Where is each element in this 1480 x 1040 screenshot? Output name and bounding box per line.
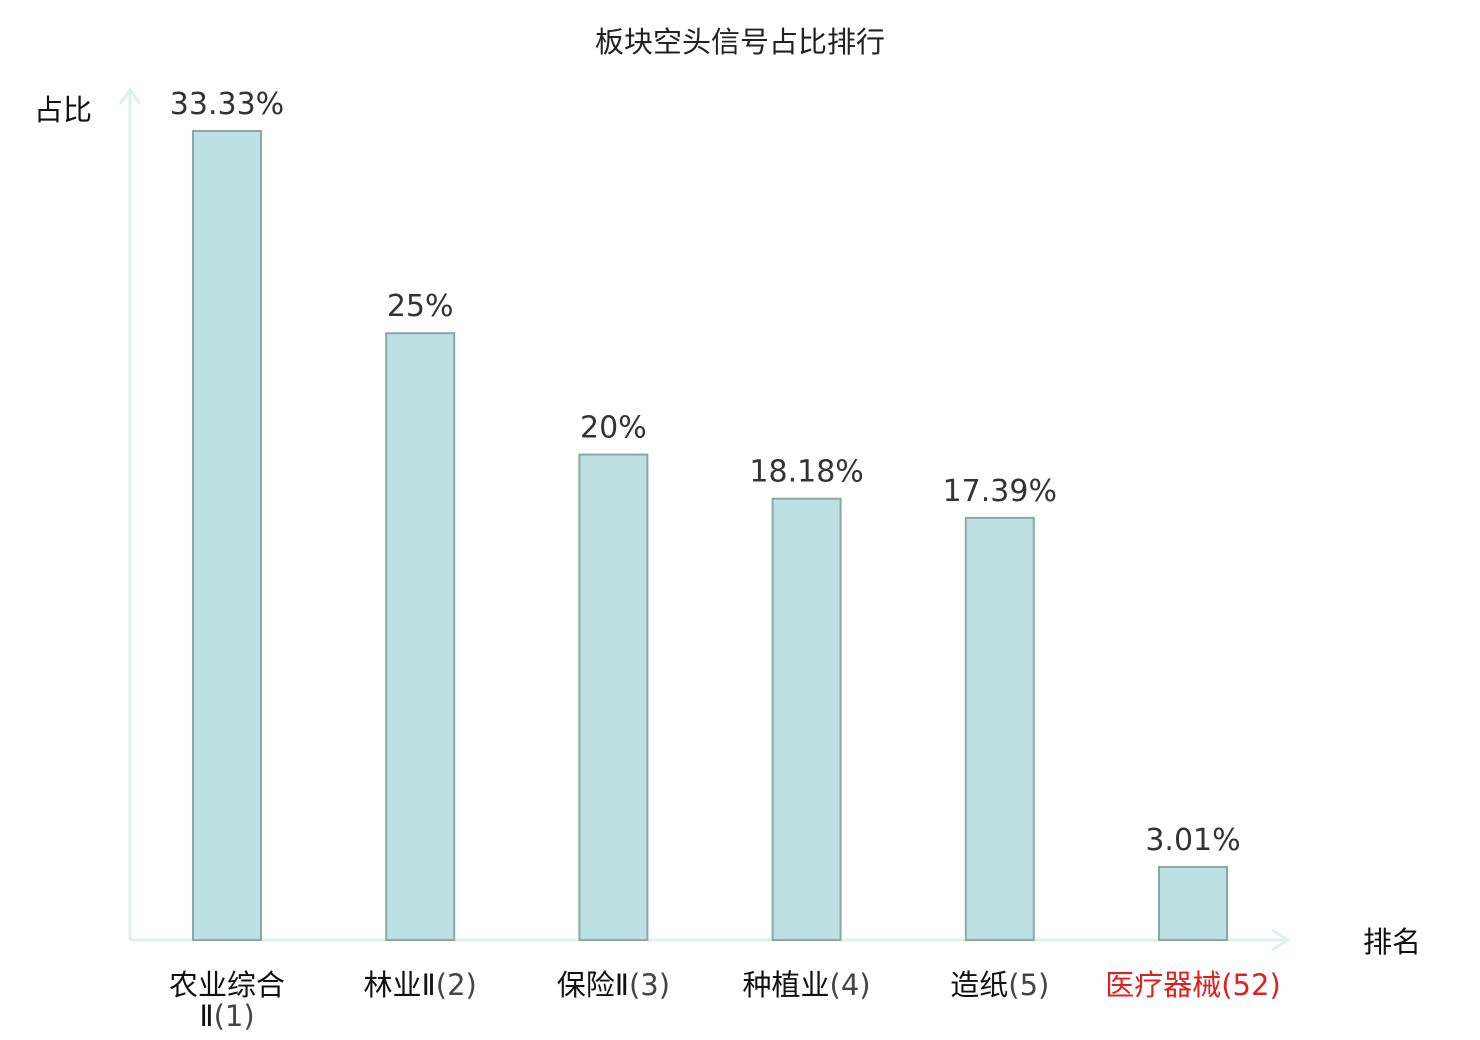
value-label-3: 18.18% xyxy=(749,455,863,490)
category-suffix-0: Ⅱ xyxy=(199,999,213,1033)
x-axis-arrow xyxy=(1271,928,1291,952)
category-label-4: 造纸(5) xyxy=(950,968,1049,1002)
value-label-0: 33.33% xyxy=(170,87,284,122)
category-name-2: 保险Ⅱ xyxy=(557,968,629,1002)
bar-4 xyxy=(964,516,1035,941)
x-axis: 排名 xyxy=(130,925,1421,959)
y-axis-arrow xyxy=(118,87,142,105)
category-rank-0: (1) xyxy=(214,999,255,1033)
category-label-3: 种植业(4) xyxy=(743,968,871,1002)
bars xyxy=(192,130,1228,942)
category-text-4: 造纸(5) xyxy=(950,968,1049,1002)
x-axis-label: 排名 xyxy=(1363,925,1421,959)
category-label-2: 保险Ⅱ(3) xyxy=(557,968,670,1002)
category-name-5: 医疗器械 xyxy=(1105,968,1221,1002)
category-name-3: 种植业 xyxy=(743,968,830,1002)
y-axis: 占比 xyxy=(34,87,142,940)
bar-5 xyxy=(1158,865,1228,942)
chart-title: 板块空头信号占比排行 xyxy=(595,25,885,59)
category-name-4: 造纸 xyxy=(950,968,1008,1002)
value-label-2: 20% xyxy=(580,411,647,446)
value-label-4: 17.39% xyxy=(943,474,1057,509)
bar-2 xyxy=(578,453,649,941)
category-rank-1: (2) xyxy=(436,968,477,1002)
category-rank-4: (5) xyxy=(1008,968,1049,1002)
category-rank-3: (4) xyxy=(830,968,871,1002)
category-name-1: 林业Ⅱ xyxy=(364,968,436,1002)
category-label-1: 林业Ⅱ(2) xyxy=(364,968,477,1002)
category-text-5: 医疗器械(52) xyxy=(1105,968,1281,1002)
bar-1 xyxy=(385,332,456,941)
category-text-1: 林业Ⅱ(2) xyxy=(364,968,477,1002)
category-label-5: 医疗器械(52) xyxy=(1105,968,1281,1002)
category-text-3: 种植业(4) xyxy=(743,968,871,1002)
category-name-line2-0: Ⅱ(1) xyxy=(199,999,254,1033)
value-label-1: 25% xyxy=(387,289,454,324)
bar-0 xyxy=(192,130,262,941)
category-name-line-0: 农业综合 xyxy=(169,968,285,1002)
y-axis-label: 占比 xyxy=(34,93,92,127)
category-rank-5: (52) xyxy=(1221,968,1281,1002)
category-text-2: 保险Ⅱ(3) xyxy=(557,968,670,1002)
category-rank-2: (3) xyxy=(629,968,670,1002)
value-label-5: 3.01% xyxy=(1145,823,1240,858)
value-labels: 33.33% 25% 20% 18.18% 17.39% 3.01% xyxy=(170,87,1241,858)
bar-3 xyxy=(771,497,842,941)
